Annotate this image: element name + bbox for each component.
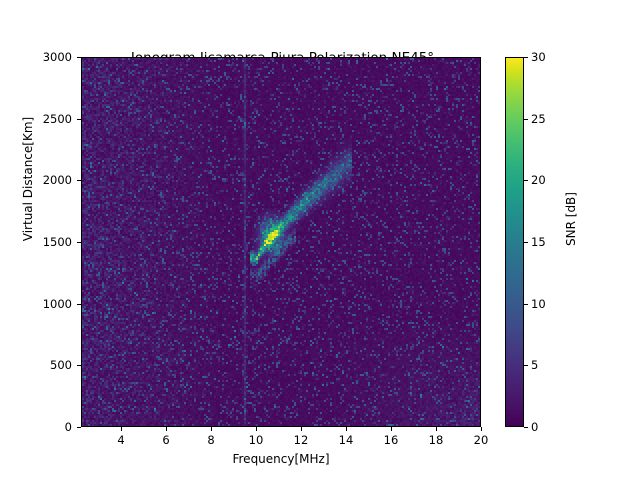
y-tick-label: 2000 xyxy=(42,173,72,187)
y-tick-label: 1500 xyxy=(42,235,72,249)
y-tick-mark xyxy=(77,365,81,366)
x-tick-mark xyxy=(346,427,347,431)
colorbar[interactable] xyxy=(505,57,524,427)
x-tick-label: 8 xyxy=(207,433,215,447)
x-tick-mark xyxy=(301,427,302,431)
x-tick-mark xyxy=(436,427,437,431)
y-tick-mark xyxy=(77,180,81,181)
y-tick-label: 3000 xyxy=(42,50,72,64)
colorbar-tick-label: 0 xyxy=(531,420,539,434)
y-tick-label: 500 xyxy=(50,358,72,372)
x-tick-mark xyxy=(481,427,482,431)
colorbar-tick-mark xyxy=(524,180,528,181)
colorbar-tick-label: 5 xyxy=(531,358,539,372)
y-tick-mark xyxy=(77,427,81,428)
x-tick-label: 20 xyxy=(473,433,489,447)
x-tick-mark xyxy=(211,427,212,431)
colorbar-gradient xyxy=(505,57,524,427)
x-tick-mark xyxy=(256,427,257,431)
x-tick-label: 10 xyxy=(248,433,264,447)
colorbar-tick-label: 15 xyxy=(531,235,546,249)
y-tick-mark xyxy=(77,304,81,305)
colorbar-tick-label: 20 xyxy=(531,173,546,187)
colorbar-tick-mark xyxy=(524,304,528,305)
y-tick-label: 2500 xyxy=(42,112,72,126)
y-tick-label: 0 xyxy=(64,420,72,434)
x-axis-label: Frequency[MHz] xyxy=(232,452,330,466)
x-tick-label: 4 xyxy=(117,433,125,447)
colorbar-label: SNR [dB] xyxy=(564,192,578,246)
ionogram-heatmap-canvas[interactable] xyxy=(82,58,480,426)
colorbar-tick-mark xyxy=(524,365,528,366)
y-tick-label: 1000 xyxy=(42,297,72,311)
colorbar-tick-mark xyxy=(524,119,528,120)
x-tick-mark xyxy=(391,427,392,431)
colorbar-tick-label: 25 xyxy=(531,112,546,126)
y-tick-mark xyxy=(77,242,81,243)
x-tick-mark xyxy=(166,427,167,431)
x-tick-label: 16 xyxy=(383,433,399,447)
colorbar-tick-mark xyxy=(524,427,528,428)
y-tick-mark xyxy=(77,119,81,120)
x-tick-label: 14 xyxy=(338,433,354,447)
y-tick-mark xyxy=(77,57,81,58)
x-tick-mark xyxy=(121,427,122,431)
colorbar-tick-mark xyxy=(524,57,528,58)
x-tick-label: 6 xyxy=(162,433,170,447)
colorbar-tick-mark xyxy=(524,242,528,243)
plot-area[interactable] xyxy=(81,57,481,427)
x-tick-label: 18 xyxy=(428,433,444,447)
x-tick-label: 12 xyxy=(293,433,309,447)
colorbar-tick-label: 30 xyxy=(531,50,546,64)
colorbar-tick-label: 10 xyxy=(531,297,546,311)
